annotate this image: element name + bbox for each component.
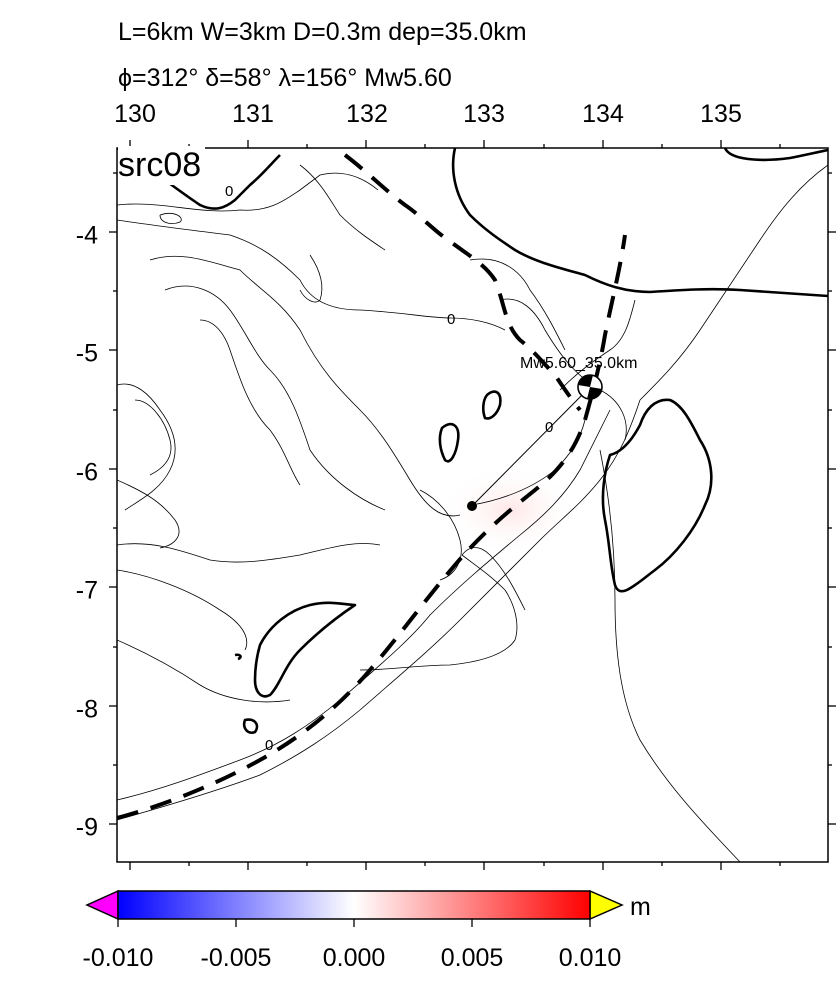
map-frame (116, 147, 829, 863)
fault-trace (471, 386, 591, 507)
header-fault-parameters: L=6km W=3km D=0.3m dep=35.0km (118, 18, 527, 46)
y-tick-minus7: -7 (75, 576, 98, 605)
colorbar-under-triangle (85, 889, 119, 921)
contour-label: 0 (545, 419, 553, 436)
y-tick-minus6: -6 (75, 458, 98, 487)
x-tick-130: 130 (114, 100, 156, 128)
contour-label: 0 (447, 311, 455, 328)
x-tick-132: 132 (346, 100, 388, 128)
map-tick-marks (109, 140, 836, 870)
colorbar-tick: 0.010 (558, 944, 622, 972)
x-tick-131: 131 (232, 100, 274, 128)
x-tick-133: 133 (463, 100, 505, 128)
fault-end-marker (467, 501, 477, 511)
y-tick-minus9: -9 (75, 813, 98, 842)
x-tick-135: 135 (700, 100, 742, 128)
colorbar-tick: -0.005 (200, 944, 272, 972)
header-mechanism-parameters: ϕ=312° δ=58° λ=156° Mw5.60 (118, 64, 452, 92)
contour-label: 0 (265, 737, 273, 754)
event-label: Mw5.60_35.0km (520, 355, 637, 372)
colorbar-tick: 0.005 (440, 944, 504, 972)
colorbar-over-triangle (589, 889, 624, 921)
colorbar (85, 889, 624, 927)
map-area: 0 0 0 0 Mw5.60_35.0km (117, 148, 828, 862)
x-tick-134: 134 (582, 100, 624, 128)
colorbar-tick: 0.000 (322, 944, 386, 972)
colorbar-tick: -0.010 (82, 944, 154, 972)
y-tick-minus8: -8 (75, 695, 98, 724)
contour-label: 0 (225, 183, 233, 200)
colorbar-unit: m (630, 893, 651, 921)
trench-line-north (343, 153, 582, 412)
focal-mechanism-icon (577, 374, 603, 400)
colorbar-gradient (117, 890, 591, 920)
panel-label: src08 (118, 146, 206, 185)
bathymetry-contours (117, 164, 828, 862)
y-tick-minus4: -4 (75, 221, 98, 250)
y-tick-minus5: -5 (75, 339, 98, 368)
trench-line (117, 234, 627, 820)
